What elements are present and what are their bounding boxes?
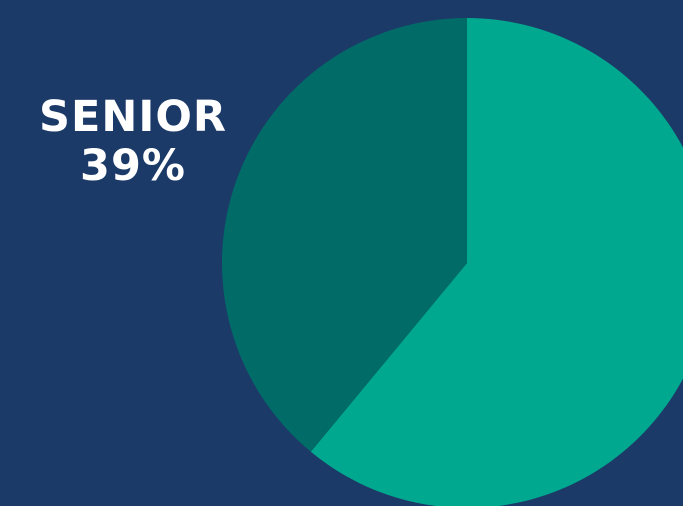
- pie-slice-senior: [222, 18, 467, 452]
- pie-slice-other: [310, 18, 683, 506]
- slice-label-senior-name: SENIOR: [39, 92, 227, 142]
- slice-label-senior: SENIOR 39%: [28, 93, 238, 191]
- slice-label-senior-value: 39%: [80, 141, 186, 191]
